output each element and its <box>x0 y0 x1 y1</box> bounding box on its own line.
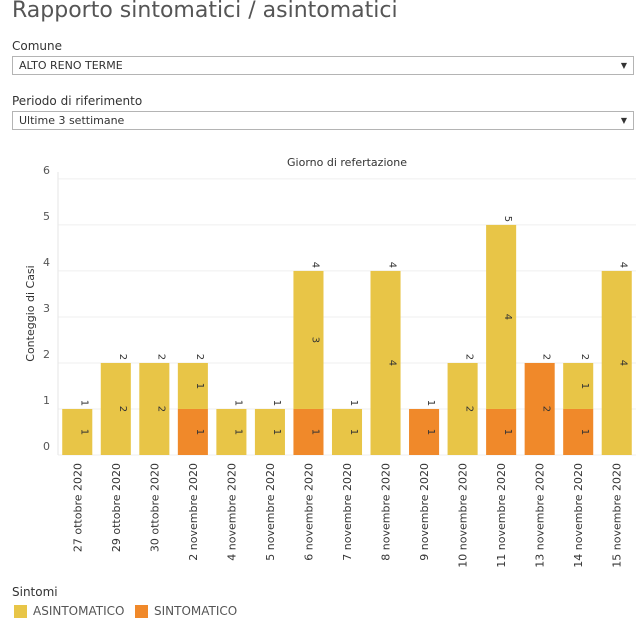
comune-select-value: ALTO RENO TERME <box>19 59 123 72</box>
data-label: 2 <box>464 406 475 412</box>
total-label: 1 <box>348 400 359 406</box>
total-label: 2 <box>117 354 128 360</box>
x-tick-label: 10 novembre 2020 <box>457 463 470 568</box>
comune-label: Comune <box>12 39 63 53</box>
bar-asintomatico <box>601 270 632 455</box>
y-tick-label: 1 <box>43 394 50 407</box>
legend-swatch-sintomatico <box>135 604 148 618</box>
data-label: 1 <box>232 429 243 435</box>
bar-asintomatico <box>370 270 401 455</box>
bar-sintomatico <box>409 408 440 455</box>
data-label: 2 <box>117 406 128 412</box>
periodo-select[interactable]: Ultime 3 settimane ▼ <box>12 111 634 130</box>
y-tick-label: 0 <box>43 440 50 453</box>
total-label: 2 <box>194 354 205 360</box>
total-label: 5 <box>502 216 513 222</box>
bar-asintomatico <box>177 362 208 409</box>
page-title: Rapporto sintomatici / asintomatici <box>12 0 398 23</box>
x-tick-label: 6 novembre 2020 <box>302 463 315 561</box>
x-tick-label: 9 novembre 2020 <box>418 463 431 561</box>
x-tick-label: 13 novembre 2020 <box>534 463 547 568</box>
periodo-label: Periodo di riferimento <box>12 94 143 108</box>
legend-title: Sintomi <box>12 585 58 599</box>
bar-asintomatico <box>563 362 594 409</box>
bar-sintomatico <box>524 362 555 455</box>
bar-asintomatico <box>254 408 285 455</box>
y-axis-label: Conteggio di Casi <box>24 265 37 361</box>
legend-label-sintomatico: SINTOMATICO <box>154 604 238 618</box>
x-tick-label: 11 novembre 2020 <box>495 463 508 568</box>
x-tick-label: 5 novembre 2020 <box>264 463 277 561</box>
x-tick-label: 29 ottobre 2020 <box>110 463 123 552</box>
data-label: 1 <box>194 429 205 435</box>
total-label: 2 <box>464 354 475 360</box>
legend-item-asintomatico[interactable]: ASINTOMATICO <box>14 604 124 618</box>
data-label: 4 <box>502 314 513 320</box>
bar-chart: Giorno di refertazione Conteggio di Casi 0… <box>24 156 636 568</box>
total-label: 1 <box>78 400 89 406</box>
x-tick-label: 14 novembre 2020 <box>572 463 585 568</box>
bar-asintomatico <box>62 408 93 455</box>
chart-title: Giorno di refertazione <box>287 156 407 169</box>
bar-asintomatico <box>447 362 478 455</box>
bar-asintomatico <box>293 270 324 409</box>
data-label: 2 <box>541 406 552 412</box>
x-tick-label: 2 novembre 2020 <box>187 463 200 561</box>
bar-asintomatico <box>100 362 131 455</box>
total-label: 2 <box>579 354 590 360</box>
data-label: 1 <box>425 429 436 435</box>
y-tick-label: 2 <box>43 348 50 361</box>
triangle-down-icon[interactable]: ▼ <box>620 61 627 70</box>
data-label: 4 <box>387 360 398 366</box>
total-label: 4 <box>387 262 398 268</box>
bar-sintomatico <box>293 408 324 455</box>
bar-sintomatico <box>486 408 517 455</box>
bar-asintomatico <box>139 362 170 455</box>
data-label: 4 <box>618 360 629 366</box>
bar-asintomatico <box>331 408 363 455</box>
legend-item-sintomatico[interactable]: SINTOMATICO <box>135 604 237 618</box>
data-label: 1 <box>502 429 513 435</box>
data-label: 1 <box>309 429 320 435</box>
total-label: 1 <box>425 400 436 406</box>
data-label: 1 <box>348 429 359 435</box>
total-label: 1 <box>232 400 243 406</box>
triangle-down-icon[interactable]: ▼ <box>620 116 627 125</box>
data-label: 1 <box>78 429 89 435</box>
x-tick-label: 30 ottobre 2020 <box>148 463 161 552</box>
x-tick-label: 27 ottobre 2020 <box>71 463 84 552</box>
total-label: 4 <box>309 262 320 268</box>
legend-label-asintomatico: ASINTOMATICO <box>33 604 125 618</box>
periodo-select-value: Ultime 3 settimane <box>19 114 125 127</box>
data-label: 1 <box>579 429 590 435</box>
bar-asintomatico <box>216 408 247 455</box>
bar-asintomatico <box>486 224 517 409</box>
y-tick-label: 3 <box>43 302 50 315</box>
comune-select[interactable]: ALTO RENO TERME ▼ <box>12 56 634 75</box>
data-label: 2 <box>155 406 166 412</box>
x-tick-label: 8 novembre 2020 <box>380 463 393 561</box>
data-label: 1 <box>194 383 205 389</box>
y-tick-label: 6 <box>43 164 50 177</box>
data-label: 1 <box>271 429 282 435</box>
x-tick-label: 7 novembre 2020 <box>341 463 354 561</box>
data-label: 3 <box>309 337 320 343</box>
x-tick-label: 4 novembre 2020 <box>225 463 238 561</box>
x-tick-label: 15 novembre 2020 <box>611 463 624 568</box>
y-tick-label: 5 <box>43 210 50 223</box>
data-label: 1 <box>579 383 590 389</box>
bar-sintomatico <box>563 408 594 455</box>
total-label: 1 <box>271 400 282 406</box>
y-tick-label: 4 <box>43 256 50 269</box>
total-label: 2 <box>155 354 166 360</box>
total-label: 2 <box>541 354 552 360</box>
bar-sintomatico <box>177 408 208 455</box>
total-label: 4 <box>618 262 629 268</box>
legend-swatch-asintomatico <box>14 604 27 618</box>
